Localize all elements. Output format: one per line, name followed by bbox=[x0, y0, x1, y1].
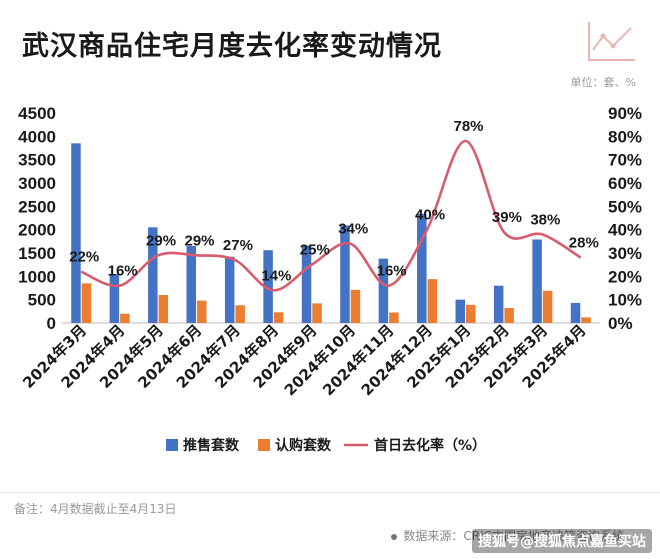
bar-push-units bbox=[186, 246, 196, 323]
line-data-label: 27% bbox=[223, 237, 253, 254]
y-right-tick-label: 70% bbox=[608, 151, 642, 170]
line-data-label: 78% bbox=[453, 118, 483, 135]
line-data-label: 14% bbox=[261, 267, 291, 284]
watermark-badge: 搜狐号@搜狐焦点嘉鱼买站 bbox=[472, 529, 652, 553]
y-left-tick-label: 0 bbox=[47, 314, 56, 333]
y-left-tick-label: 3500 bbox=[18, 151, 56, 170]
bar-subscribed-units bbox=[120, 313, 130, 323]
y-right-tick-label: 60% bbox=[608, 174, 642, 193]
chart-title: 武汉商品住宅月度去化率变动情况 bbox=[22, 31, 442, 62]
y-right-tick-label: 40% bbox=[608, 221, 642, 240]
y-left-tick-label: 2500 bbox=[18, 197, 56, 216]
bar-subscribed-units bbox=[581, 317, 591, 323]
bar-subscribed-units bbox=[273, 312, 284, 323]
bar-push-units bbox=[417, 213, 427, 323]
source-text: 数据来源：CRIC中国房地产决策咨询系统 bbox=[403, 529, 624, 543]
line-data-label: 16% bbox=[377, 263, 407, 280]
source-line: 数据来源：CRIC中国房地产决策咨询系统 bbox=[391, 527, 624, 544]
y-right-tick-label: 80% bbox=[608, 127, 642, 146]
bar-push-units bbox=[570, 302, 581, 323]
bar-push-units bbox=[109, 274, 120, 323]
line-data-label: 34% bbox=[338, 221, 368, 238]
line-data-label: 28% bbox=[569, 235, 599, 252]
bar-push-units bbox=[263, 250, 273, 323]
y-right-tick-label: 10% bbox=[608, 291, 642, 310]
bar-push-units bbox=[378, 258, 389, 323]
y-left-tick-label: 3000 bbox=[18, 174, 56, 193]
footer-divider bbox=[0, 492, 660, 493]
bar-push-units bbox=[493, 285, 504, 323]
series-line-first-day-rate bbox=[80, 139, 582, 292]
bar-subscribed-units bbox=[197, 300, 207, 323]
bar-subscribed-units bbox=[542, 290, 553, 323]
bar-subscribed-units bbox=[389, 312, 399, 323]
bar-subscribed-units bbox=[350, 289, 361, 323]
footnote: 备注：4月数据截止至4月13日 bbox=[14, 502, 177, 516]
legend-label: 首日去化率（%） bbox=[374, 437, 486, 454]
legend-label: 推售套数 bbox=[183, 437, 240, 454]
y-left-tick-label: 4500 bbox=[18, 104, 56, 123]
bar-subscribed-units bbox=[158, 295, 169, 323]
line-data-label: 25% bbox=[300, 242, 330, 259]
chart-canvas: 0 500 1000 1500 2000 2500 3000 3500 4000 4500 0% 10… bbox=[18, 104, 642, 454]
line-data-label: 22% bbox=[69, 249, 99, 266]
bar-subscribed-units bbox=[466, 304, 476, 323]
y-left-tick-label: 1500 bbox=[18, 244, 56, 263]
bar-subscribed-units bbox=[235, 305, 245, 323]
legend-label: 认购套数 bbox=[275, 437, 332, 454]
bar-push-units bbox=[148, 227, 158, 323]
y-right-tick-label: 50% bbox=[608, 197, 642, 216]
bar-subscribed-units bbox=[427, 279, 438, 323]
line-data-label: 16% bbox=[108, 263, 138, 280]
bullet-icon bbox=[391, 533, 398, 540]
legend-swatch bbox=[166, 439, 178, 451]
bar-push-units bbox=[532, 239, 542, 323]
line-data-label: 39% bbox=[492, 209, 522, 226]
bar-push-units bbox=[455, 299, 465, 323]
line-data-label: 29% bbox=[146, 232, 176, 249]
bar-subscribed-units bbox=[81, 283, 92, 323]
line-chart-icon bbox=[588, 22, 635, 61]
line-data-label: 40% bbox=[415, 207, 445, 224]
unit-label: 单位：套、% bbox=[570, 76, 636, 89]
y-left-tick-label: 2000 bbox=[18, 221, 56, 240]
bar-push-units bbox=[71, 143, 81, 323]
bar-push-units bbox=[301, 245, 312, 323]
y-left-tick-label: 4000 bbox=[18, 127, 56, 146]
y-right-tick-label: 90% bbox=[608, 104, 642, 123]
bar-subscribed-units bbox=[504, 308, 514, 323]
y-right-tick-label: 30% bbox=[608, 244, 642, 263]
y-right-tick-label: 0% bbox=[608, 314, 633, 333]
line-data-label: 38% bbox=[530, 211, 560, 228]
bar-subscribed-units bbox=[312, 303, 322, 323]
y-left-tick-label: 500 bbox=[28, 291, 56, 310]
legend-swatch bbox=[258, 439, 270, 451]
y-left-tick-label: 1000 bbox=[18, 267, 56, 286]
bar-push-units bbox=[340, 225, 350, 323]
bar-push-units bbox=[224, 256, 235, 323]
line-data-label: 29% bbox=[184, 232, 214, 249]
y-right-tick-label: 20% bbox=[608, 267, 642, 286]
